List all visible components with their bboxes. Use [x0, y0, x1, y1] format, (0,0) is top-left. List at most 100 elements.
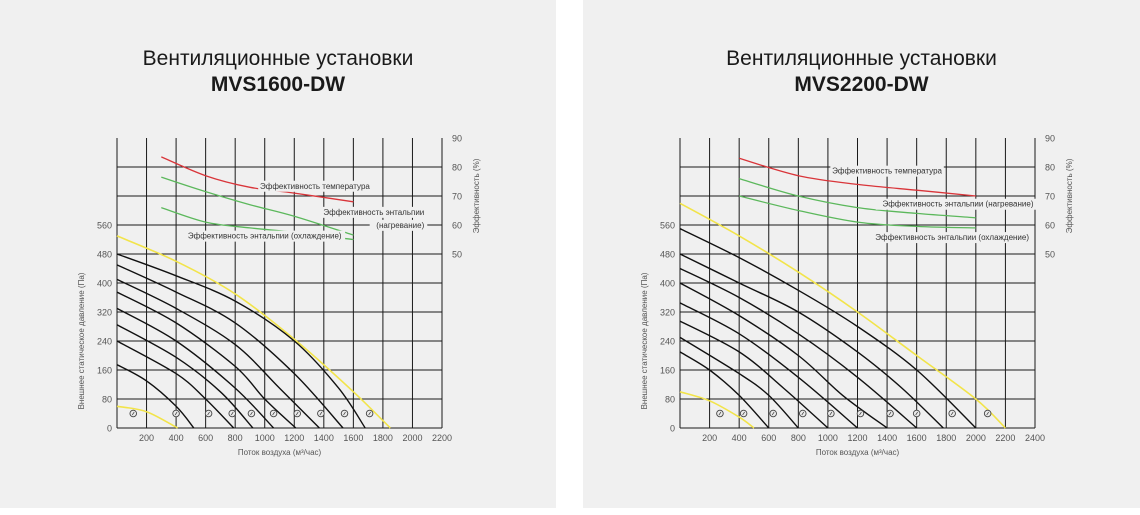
fan-curve — [679, 351, 770, 429]
efficiency-curve — [739, 177, 976, 219]
speed-marker-glyph — [859, 411, 862, 416]
efficiency-curve — [161, 156, 354, 203]
fan-curve — [679, 227, 977, 429]
x-tick-label: 1600 — [343, 433, 363, 443]
speed-marker-glyph — [915, 411, 918, 416]
fan-curve — [679, 336, 799, 429]
fan-curve — [116, 324, 254, 429]
label-mask — [184, 230, 346, 242]
y-tick-label: 480 — [660, 250, 675, 260]
y-tick-label: 320 — [97, 308, 112, 318]
performance-chart: 0 80 160 240 320 400 480 560 50 60 70 80 90 200 400 600… — [77, 134, 481, 458]
chart-subtitle: Вентиляционные установки — [726, 47, 997, 70]
plot-area: 0 80 160 240 320 400 480 560 50 60 70 80 90 200 400 600… — [77, 134, 481, 458]
chart-subtitle: Вентиляционные установки — [142, 47, 414, 70]
fan-curve — [679, 267, 918, 429]
y2-tick-label: 60 — [1045, 221, 1055, 231]
y-tick-label: 240 — [660, 337, 675, 347]
label-mask — [258, 180, 372, 192]
y-tick-label: 320 — [660, 308, 675, 318]
speed-marker-glyph — [250, 411, 253, 416]
speed-marker-glyph — [801, 411, 805, 416]
efficiency-label: Эффективность температура — [832, 167, 942, 176]
y-tick-label: 80 — [102, 395, 112, 405]
x-tick-label: 2400 — [1025, 433, 1045, 443]
y-tick-label: 400 — [97, 279, 112, 289]
y-tick-label: 80 — [665, 395, 675, 405]
limit-curve — [679, 202, 1006, 429]
x-tick-label: 1000 — [818, 433, 838, 443]
x-tick-label: 200 — [702, 433, 717, 443]
label-mask — [871, 232, 1033, 244]
speed-marker-glyph — [950, 411, 954, 416]
y-tick-label: 400 — [660, 279, 675, 289]
fan-curve — [679, 282, 888, 429]
x-tick-label: 1400 — [314, 433, 334, 443]
x-tick-label: 800 — [791, 433, 806, 443]
y-axis-label: Внешнее статическое давление (Па) — [77, 272, 86, 409]
speed-marker-glyph — [742, 411, 745, 416]
y2-tick-label: 50 — [452, 250, 462, 260]
y-tick-label: 0 — [107, 424, 112, 434]
y2-tick-label: 80 — [452, 163, 462, 173]
chart-model-name: MVS1600-DW — [210, 73, 346, 96]
efficiency-label: Эффективность температура — [260, 182, 370, 191]
limit-curve — [116, 405, 178, 429]
x-tick-label: 1600 — [907, 433, 927, 443]
chart-title: Вентиляционные установки MVS1600-DW — [0, 46, 556, 98]
x-tick-label: 1200 — [284, 433, 304, 443]
fan-curve — [679, 253, 944, 429]
y-tick-label: 160 — [660, 366, 675, 376]
speed-marker-glyph — [771, 411, 775, 416]
y2-tick-label: 70 — [452, 192, 462, 202]
chart-panel-mvs2200: Вентиляционные установки MVS2200-DW 0 80 1… — [583, 0, 1140, 508]
y2-tick-label: 90 — [1045, 134, 1055, 144]
speed-marker-glyph — [343, 411, 346, 416]
label-mask — [875, 198, 1037, 210]
efficiency-label: Эффективность энтальпии (охлаждение) — [875, 233, 1029, 242]
limit-curve — [679, 391, 755, 429]
x-tick-label: 600 — [198, 433, 213, 443]
y2-axis-label: Эффективность (%) — [472, 158, 481, 233]
x-axis-label: Поток воздуха (м³/час) — [816, 448, 900, 457]
x-tick-label: 800 — [228, 433, 243, 443]
y-tick-label: 560 — [660, 221, 675, 231]
speed-marker-glyph — [174, 411, 178, 416]
fan-curve — [116, 307, 275, 429]
fan-curve — [116, 278, 320, 429]
chart-title: Вентиляционные установки MVS2200-DW — [583, 46, 1140, 98]
speed-marker-glyph — [718, 411, 722, 416]
speed-marker-glyph — [131, 411, 135, 416]
label-mask — [369, 219, 428, 231]
efficiency-label: (нагревание) — [376, 221, 424, 230]
y-tick-label: 0 — [670, 424, 675, 434]
x-tick-label: 400 — [732, 433, 747, 443]
x-tick-label: 1800 — [373, 433, 393, 443]
performance-chart: 0 80 160 240 320 400 480 560 50 60 70 80 90 200 400 600… — [640, 134, 1074, 458]
y-tick-label: 560 — [97, 221, 112, 231]
x-tick-label: 1000 — [255, 433, 275, 443]
chart-model-name: MVS2200-DW — [794, 73, 929, 96]
efficiency-label: Эффективность энтальпии (нагревание) — [882, 200, 1033, 209]
y-tick-label: 160 — [97, 366, 112, 376]
fan-curve — [679, 320, 829, 429]
fan-curve — [116, 363, 195, 429]
y-axis-label: Внешнее статическое давление (Па) — [640, 272, 649, 409]
speed-marker-glyph — [368, 411, 371, 416]
y2-tick-label: 80 — [1045, 163, 1055, 173]
y-tick-label: 240 — [97, 337, 112, 347]
x-tick-label: 400 — [169, 433, 184, 443]
efficiency-label: Эффективность энтальпии — [323, 208, 424, 217]
x-tick-label: 2200 — [995, 433, 1015, 443]
speed-marker-glyph — [986, 411, 989, 416]
y2-axis-label: Эффективность (%) — [1065, 158, 1074, 233]
fan-curve — [116, 291, 297, 429]
fan-curve — [116, 340, 235, 429]
label-mask — [322, 206, 428, 218]
fan-curve — [116, 253, 366, 429]
y2-tick-label: 60 — [452, 221, 462, 231]
fan-curve — [679, 302, 858, 429]
speed-marker-glyph — [319, 411, 323, 416]
x-tick-label: 2000 — [402, 433, 422, 443]
label-mask — [830, 165, 944, 177]
